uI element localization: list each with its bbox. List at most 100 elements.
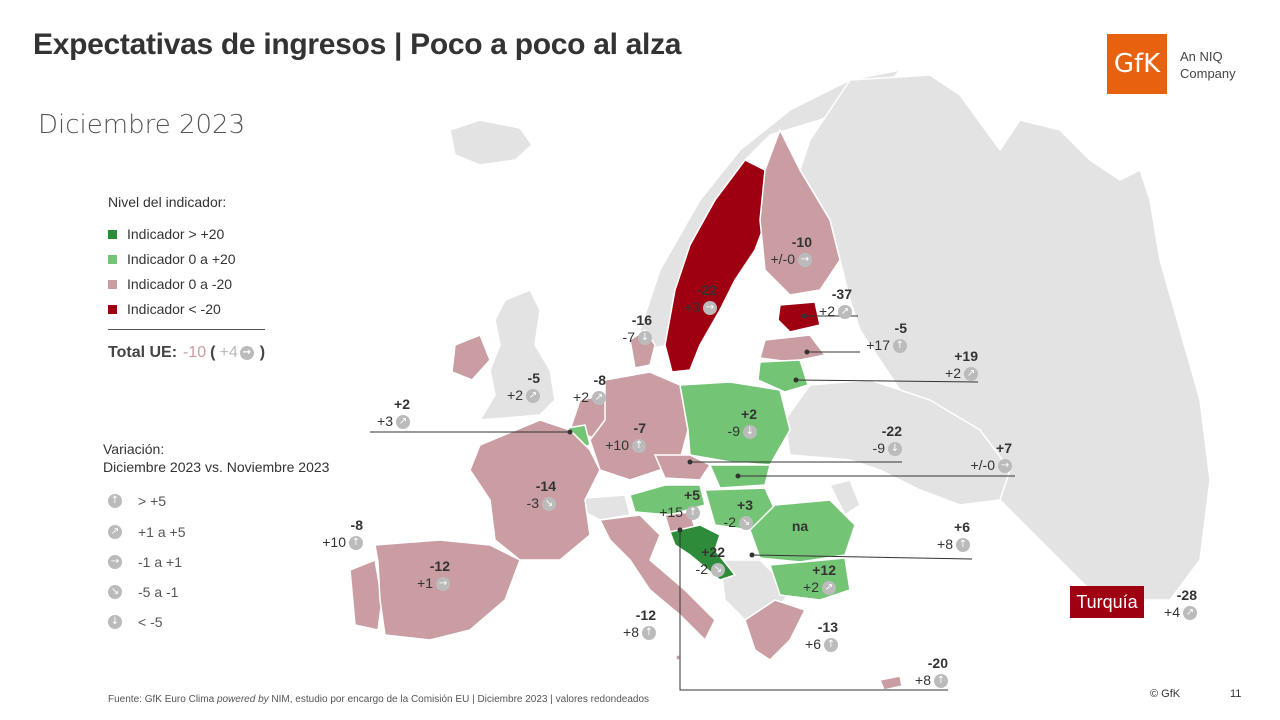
portugal-shape [349,558,383,631]
country-change-text: +/-0 [970,457,995,473]
country-label-dk: -16 -7 ↓ [623,312,652,346]
country-label-ee: -37 +2 ↗ [819,286,852,320]
copyright: © GfK [1150,688,1181,700]
arrow-down-icon: ↓ [638,331,652,346]
country-change-text: +2 [819,303,835,319]
country-label-nl: -8 +2 ↗ [573,372,606,406]
variation-label: -5 a -1 [138,584,179,600]
country-value: +22 [701,544,725,560]
country-value: +5 [684,487,700,503]
arrow-up-icon: ↑ [934,674,948,689]
country-value: -10 [791,234,812,250]
arrow-down-icon: ↓ [743,425,757,440]
country-label-sk: +7 +/-0 → [970,440,1012,474]
page-subtitle: Diciembre 2023 [38,110,246,140]
country-label-pl: +2 -9 ↓ [728,406,757,440]
legend-divider [108,329,265,330]
arrow-down-right-icon: ↘ [711,563,725,578]
country-change: -2 ↘ [696,561,725,578]
country-label-lu: +2 +3 ↗ [377,396,410,430]
country-change: +3 ↗ [377,413,410,430]
country-label-lt: +19 +2 ↗ [945,348,978,382]
arrow-up-right-icon: ↗ [822,581,836,596]
legend-label: Indicador 0 a -20 [127,276,233,292]
country-change-text: +3 [684,299,700,315]
arrow-up-icon: ↑ [349,536,363,551]
country-change: +1 → [417,575,450,592]
country-value: +19 [954,348,978,364]
greece-shape [744,599,807,661]
total-change: +4 [219,344,238,361]
country-change: +15 ↑ [659,504,700,521]
country-change: +8 ↑ [623,624,656,641]
country-change-text: -7 [622,329,635,345]
gfk-logo: GfK [1107,34,1167,94]
country-value: -5 [894,320,907,336]
country-change-text: +8 [623,624,639,640]
country-change: +8 ↑ [937,536,970,553]
country-value: -5 [527,370,540,386]
czechia-shape [653,454,712,481]
country-change-text: +3 [377,413,393,429]
arrow-down-icon: ↓ [108,615,122,629]
arrow-right-icon: → [436,577,450,592]
country-change: +10 ↑ [605,437,646,454]
country-change-text: -2 [695,561,708,577]
arrow-up-icon: ↑ [632,439,646,454]
country-label-gr: -13 +6 ↑ [805,619,838,653]
legend-swatch [108,279,117,289]
country-change: +10 ↑ [322,534,363,551]
country-change: +2 ↗ [945,365,978,382]
country-label-fr: -14 -3 ↘ [527,478,556,512]
variation-item: → -1 a +1 [108,554,182,570]
legend-swatch [108,254,117,264]
arrow-right-icon: → [798,253,812,268]
legend-swatch [108,304,117,314]
lithuania-shape [757,359,809,393]
country-label-ie: -5 +2 ↗ [507,370,540,404]
iceland-shape [449,119,534,166]
spain-shape [374,539,521,641]
page-number: 11 [1230,688,1242,700]
country-label-hr: +22 -2 ↘ [696,544,725,578]
variation-item: ↗ +1 a +5 [108,524,186,540]
arrow-up-right-icon: ↗ [964,367,978,382]
austria-shape [629,484,706,516]
variation-title: Variación: Diciembre 2023 vs. Noviembre … [103,440,329,476]
arrow-up-icon: ↑ [108,494,122,508]
variation-label: > +5 [138,493,167,509]
page-title: Expectativas de ingresos | Poco a poco a… [33,28,682,61]
arrow-right-icon: → [998,459,1012,474]
country-value: -22 [696,282,717,298]
country-change: +17 ↑ [866,337,907,354]
variation-label: -1 a +1 [138,554,182,570]
country-value: +2 [394,396,410,412]
country-change: +3 → [684,299,717,316]
arrow-down-right-icon: ↘ [542,497,556,512]
country-change-text: +8 [937,536,953,552]
country-label-bg: +12 +2 ↗ [803,562,836,596]
footer-powered: powered by [216,694,269,705]
country-value: -20 [927,655,948,671]
country-value: +6 [954,519,970,535]
russia-shape [799,74,1211,601]
arrow-up-right-icon: ↗ [396,415,410,430]
arrow-down-icon: ↓ [888,442,902,457]
variation-title-line2: Diciembre 2023 vs. Noviembre 2023 [103,459,330,475]
legend-item: Indicador > +20 [108,226,224,242]
total-label: Total UE: [108,344,178,361]
arrow-right-icon: → [239,346,254,360]
arrow-up-icon: ↑ [686,506,700,521]
legend-item: Indicador < -20 [108,301,221,317]
country-value: -7 [633,420,646,436]
country-change-text: +2 [945,365,961,381]
arrow-up-icon: ↑ [824,638,838,653]
country-value: +12 [812,562,836,578]
country-change-text: -3 [526,495,539,511]
arrow-right-icon: → [703,301,717,316]
footer-source: Fuente: GfK Euro Clima powered by NIM, e… [108,694,649,705]
country-value: -12 [635,607,656,623]
variation-label: < -5 [138,614,163,630]
malta-shape [675,654,681,661]
country-label-hu: +3 -2 ↘ [724,497,753,531]
